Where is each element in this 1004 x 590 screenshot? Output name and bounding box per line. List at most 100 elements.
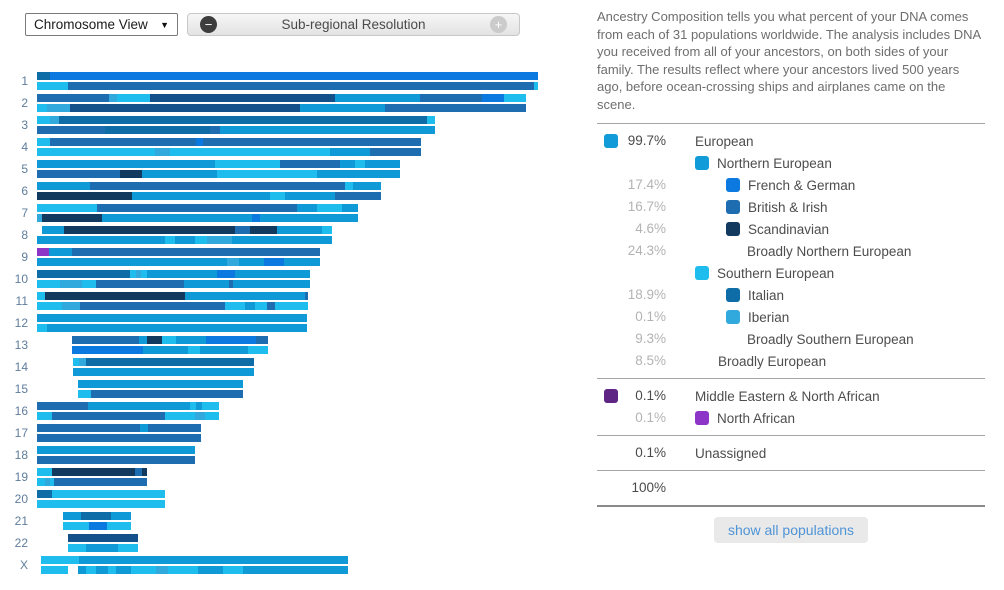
chromosome-bar[interactable] [78, 380, 243, 388]
chromosome-bar[interactable] [37, 402, 219, 410]
ancestry-segment [37, 500, 165, 508]
chromosome-bar[interactable] [37, 116, 435, 124]
chromosome-bar[interactable] [37, 446, 195, 454]
ancestry-segment [47, 324, 307, 332]
chromosome-bar[interactable] [37, 314, 307, 322]
chromosome-bar[interactable] [37, 434, 201, 442]
legend-row: 0.1% Iberian [597, 306, 985, 328]
ancestry-segment [317, 170, 400, 178]
chromosome-bar[interactable] [73, 358, 254, 366]
ancestry-segment [280, 160, 340, 168]
chromosome-bar[interactable] [37, 192, 381, 200]
chromosome-bar[interactable] [37, 412, 219, 420]
ancestry-segment [42, 214, 102, 222]
chromosome-bar[interactable] [37, 258, 320, 266]
chromosome-bar[interactable] [37, 280, 310, 288]
chromosome-bar[interactable] [37, 270, 310, 278]
ancestry-segment [255, 302, 267, 310]
chromosome-bar[interactable] [37, 126, 435, 134]
chromosome-bar[interactable] [37, 82, 538, 90]
ancestry-segment [188, 346, 200, 354]
view-mode-select[interactable]: Chromosome View ▼ [25, 13, 178, 36]
divider [597, 505, 985, 507]
ancestry-segment [79, 358, 86, 366]
chromosome-bar[interactable] [37, 456, 195, 464]
chromosome-bar[interactable] [37, 148, 421, 156]
chromosome-label: 8 [21, 228, 28, 242]
legend-swatch-icon [726, 178, 740, 192]
chromosome-bar[interactable] [68, 534, 138, 542]
ancestry-segment [50, 478, 54, 486]
chromosome-bars [37, 226, 332, 246]
chromosome-bar[interactable] [37, 94, 526, 102]
chromosome-bar[interactable] [72, 336, 268, 344]
ancestry-segment [86, 544, 118, 552]
chromosome-bar[interactable] [37, 226, 332, 234]
chromosome-bars [72, 336, 268, 356]
decrease-resolution-button[interactable]: − [200, 16, 217, 33]
chromosome-bar[interactable] [37, 468, 147, 476]
legend-section: 100% [597, 471, 985, 505]
ancestry-segment [37, 402, 88, 410]
chromosome-bar[interactable] [37, 72, 538, 80]
chromosome-bar[interactable] [37, 248, 320, 256]
ancestry-panel: Ancestry Composition tells you what perc… [597, 0, 985, 543]
ancestry-segment [427, 116, 435, 124]
chromosome-bar[interactable] [73, 368, 254, 376]
increase-resolution-button[interactable]: + [490, 16, 507, 33]
chromosome-bar[interactable] [37, 160, 400, 168]
ancestry-segment [143, 346, 188, 354]
divider [597, 470, 985, 471]
chromosome-bar[interactable] [37, 104, 526, 112]
chromosome-bar[interactable] [37, 236, 332, 244]
chromosome-bar[interactable] [78, 390, 243, 398]
ancestry-segment [345, 182, 353, 190]
legend-percent: 99.7% [627, 133, 666, 148]
ancestry-segment [54, 478, 147, 486]
legend-row: 100% [597, 477, 985, 499]
chromosome-bar[interactable] [41, 556, 348, 564]
chromosome-bar[interactable] [63, 522, 131, 530]
ancestry-segment [284, 258, 320, 266]
ancestry-segment [45, 292, 185, 300]
chromosome-bar[interactable] [68, 544, 138, 552]
ancestry-segment [184, 280, 229, 288]
show-all-populations-button[interactable]: show all populations [713, 517, 869, 543]
chromosome-bar[interactable] [37, 324, 307, 332]
chromosome-bar[interactable] [37, 214, 358, 222]
chromosome-bar[interactable] [37, 500, 165, 508]
chromosome-bar[interactable] [37, 138, 421, 146]
chromosome-bar[interactable] [37, 204, 358, 212]
ancestry-segment [252, 214, 260, 222]
ancestry-segment [275, 302, 308, 310]
chromosome-bar[interactable] [37, 182, 381, 190]
chromosome-bar[interactable] [37, 490, 165, 498]
ancestry-segment [37, 446, 195, 454]
chromosome-bar[interactable] [37, 478, 147, 486]
ancestry-segment [37, 490, 52, 498]
chromosome-bar[interactable] [37, 302, 308, 310]
ancestry-segment [72, 346, 143, 354]
chromosome-bar[interactable] [72, 346, 268, 354]
chromosome-bar[interactable] [63, 512, 131, 520]
chromosome-bar[interactable] [37, 424, 201, 432]
ancestry-segment [198, 566, 223, 574]
legend-percent: 18.9% [627, 287, 666, 302]
chromosome-label: 20 [14, 492, 28, 506]
ancestry-segment [68, 566, 78, 574]
ancestry-segment [88, 402, 190, 410]
ancestry-segment [225, 302, 245, 310]
chromosome-bar[interactable] [41, 566, 348, 574]
ancestry-segment [102, 214, 252, 222]
chromosome-bar[interactable] [37, 170, 400, 178]
chromosome-bar[interactable] [37, 292, 308, 300]
legend-swatch-icon [695, 266, 709, 280]
divider [597, 378, 985, 379]
legend-row: 9.3% Broadly Southern European [597, 328, 985, 350]
ancestry-segment [117, 94, 150, 102]
ancestry-segment [305, 292, 308, 300]
ancestry-segment [264, 258, 284, 266]
ancestry-segment [47, 104, 70, 112]
ancestry-segment [105, 126, 210, 134]
chromosome-label: 10 [14, 272, 28, 286]
